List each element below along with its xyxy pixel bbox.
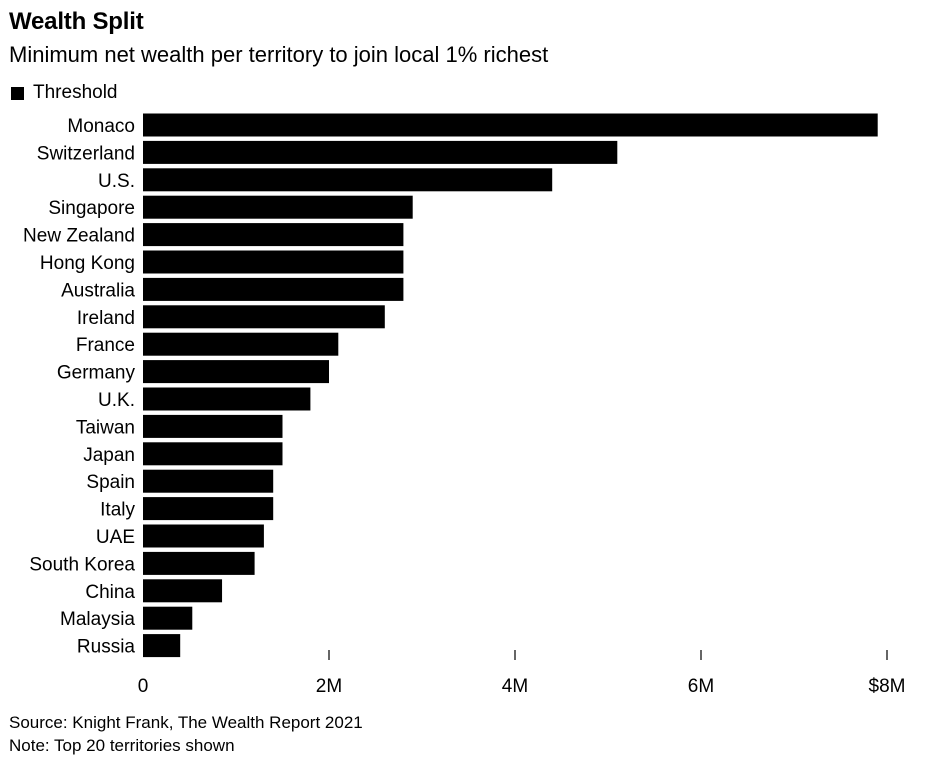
footnote: Note: Top 20 territories shown bbox=[9, 736, 235, 755]
x-tick-label-6m: 6M bbox=[688, 676, 714, 697]
bar-taiwan bbox=[143, 414, 283, 438]
source-note: Source: Knight Frank, The Wealth Report … bbox=[9, 713, 363, 732]
bar-u-s bbox=[143, 168, 553, 192]
category-label-switzerland: Switzerland bbox=[37, 143, 135, 164]
category-label-japan: Japan bbox=[83, 445, 135, 466]
bar-italy bbox=[143, 497, 274, 521]
category-label-u-s: U.S. bbox=[98, 171, 135, 192]
bar-malaysia bbox=[143, 606, 193, 630]
bar-u-k bbox=[143, 387, 311, 411]
bar-france bbox=[143, 332, 339, 356]
category-label-singapore: Singapore bbox=[48, 198, 135, 219]
bar-japan bbox=[143, 442, 283, 466]
category-label-malaysia: Malaysia bbox=[60, 609, 135, 630]
category-label-china: China bbox=[85, 582, 135, 603]
category-label-italy: Italy bbox=[100, 500, 135, 521]
bar-monaco bbox=[143, 113, 878, 137]
bar-germany bbox=[143, 360, 329, 384]
category-label-uae: UAE bbox=[96, 527, 135, 548]
x-tick-label-2m: 2M bbox=[316, 676, 342, 697]
category-label-south-korea: South Korea bbox=[29, 554, 135, 575]
x-tick-label-4m: 4M bbox=[502, 676, 528, 697]
chart-title: Wealth Split bbox=[9, 8, 144, 35]
category-label-u-k: U.K. bbox=[98, 390, 135, 411]
category-label-taiwan: Taiwan bbox=[76, 417, 135, 438]
bar-south-korea bbox=[143, 551, 255, 575]
bar-australia bbox=[143, 277, 404, 301]
bar-ireland bbox=[143, 305, 385, 329]
category-label-ireland: Ireland bbox=[77, 308, 135, 329]
category-label-spain: Spain bbox=[86, 472, 135, 493]
x-tick-label-8m: $8M bbox=[869, 676, 906, 697]
bar-switzerland bbox=[143, 140, 618, 164]
bar-russia bbox=[143, 634, 181, 658]
category-label-germany: Germany bbox=[57, 363, 136, 384]
chart-legend: Threshold bbox=[11, 82, 118, 104]
bar-uae bbox=[143, 524, 264, 548]
category-label-hong-kong: Hong Kong bbox=[40, 253, 135, 274]
category-label-australia: Australia bbox=[61, 280, 135, 301]
x-tick-label-0: 0 bbox=[138, 676, 149, 697]
category-label-russia: Russia bbox=[77, 637, 136, 658]
bar-china bbox=[143, 579, 223, 603]
category-label-new-zealand: New Zealand bbox=[23, 226, 135, 247]
bar-spain bbox=[143, 469, 274, 493]
chart-subtitle: Minimum net wealth per territory to join… bbox=[9, 42, 549, 67]
legend-label: Threshold bbox=[33, 82, 118, 103]
category-label-monaco: Monaco bbox=[67, 116, 135, 137]
bar-singapore bbox=[143, 195, 413, 219]
legend-swatch bbox=[11, 86, 24, 100]
category-label-france: France bbox=[76, 335, 135, 356]
bar-hong-kong bbox=[143, 250, 404, 274]
bar-new-zealand bbox=[143, 223, 404, 247]
